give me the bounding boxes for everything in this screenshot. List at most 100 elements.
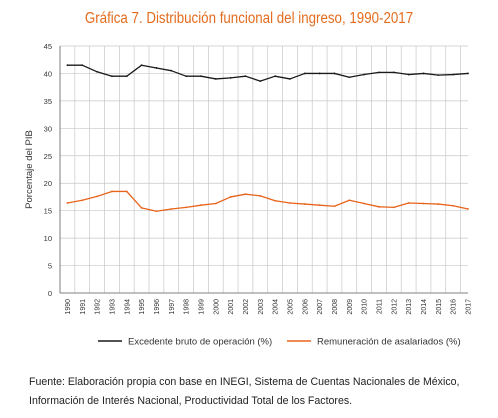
- data-point-1: [333, 72, 336, 75]
- data-point-1: [155, 67, 158, 69]
- data-point-1: [185, 75, 188, 78]
- data-point-2: [125, 190, 128, 193]
- x-tick-label: 2015: [436, 299, 443, 315]
- data-point-2: [185, 206, 188, 209]
- x-tick-label: 1998: [184, 299, 191, 315]
- data-point-2: [244, 193, 247, 196]
- x-tick-label: 1991: [80, 299, 87, 315]
- x-tick-label: 2003: [258, 299, 265, 315]
- data-point-2: [140, 207, 143, 209]
- x-tick-label: 1997: [169, 299, 176, 315]
- y-axis-label: Porcentaje del PIB: [24, 130, 35, 209]
- data-point-2: [348, 199, 351, 202]
- data-point-2: [170, 208, 173, 210]
- x-tick-label: 1993: [109, 299, 116, 315]
- x-tick-label: 1990: [65, 299, 72, 315]
- data-point-1: [289, 78, 291, 80]
- x-tick-label: 1992: [95, 299, 102, 315]
- data-point-2: [467, 208, 469, 210]
- data-point-2: [378, 205, 380, 208]
- data-point-1: [407, 73, 410, 76]
- data-point-2: [229, 196, 232, 198]
- y-tick-label: 15: [44, 207, 52, 216]
- legend-label-2: Remuneración de asalariados (%): [317, 337, 461, 348]
- x-tick-label: 2008: [332, 299, 339, 315]
- data-point-1: [274, 75, 277, 78]
- y-tick-label: 5: [48, 262, 52, 271]
- data-point-2: [437, 203, 440, 205]
- data-point-1: [66, 64, 69, 67]
- data-point-2: [81, 199, 84, 202]
- x-tick-label: 2005: [287, 299, 294, 315]
- source-note: Fuente: Elaboración propia con base en I…: [29, 373, 489, 411]
- y-tick-label: 25: [44, 152, 52, 161]
- data-point-1: [467, 72, 469, 75]
- data-point-1: [81, 64, 84, 67]
- data-point-2: [318, 204, 321, 207]
- y-tick-label: 30: [44, 124, 52, 133]
- x-tick-label: 2011: [376, 299, 383, 314]
- x-tick-label: 2012: [391, 299, 398, 315]
- source-line-1: Fuente: Elaboración propia con base en I…: [29, 376, 460, 388]
- data-point-2: [111, 190, 113, 193]
- data-point-1: [111, 75, 113, 78]
- data-point-1: [378, 71, 380, 74]
- x-tick-label: 2004: [273, 299, 280, 315]
- data-point-1: [348, 76, 351, 79]
- data-point-2: [363, 202, 366, 205]
- x-tick-label: 1995: [139, 299, 146, 315]
- x-tick-label: 2014: [421, 299, 428, 315]
- data-point-2: [200, 204, 202, 207]
- x-tick-label: 2010: [362, 299, 369, 315]
- data-point-1: [125, 75, 128, 78]
- data-point-2: [259, 194, 262, 197]
- legend-label-1: Excedente bruto de operación (%): [128, 337, 272, 348]
- data-point-1: [318, 72, 321, 75]
- data-point-2: [289, 202, 291, 204]
- data-point-2: [303, 203, 306, 205]
- data-point-1: [392, 71, 395, 74]
- data-point-1: [200, 75, 202, 78]
- data-point-1: [303, 72, 306, 75]
- chart-title: Gráfica 7. Distribución funcional del in…: [84, 10, 414, 27]
- series-line-2: [67, 190, 469, 212]
- data-point-1: [452, 73, 455, 76]
- x-tick-label: 2006: [302, 299, 309, 315]
- data-point-2: [333, 205, 336, 208]
- source-line-2: Información de Interés Nacional, Product…: [29, 395, 353, 407]
- x-tick-label: 2001: [228, 299, 235, 315]
- data-point-1: [214, 78, 217, 80]
- x-tick-label: 2013: [406, 299, 413, 315]
- data-point-1: [96, 70, 98, 73]
- x-tick-label: 1996: [154, 299, 161, 315]
- data-point-2: [452, 204, 455, 207]
- x-tick-label: 2000: [213, 299, 220, 315]
- x-tick-label: 2007: [317, 299, 324, 315]
- data-point-1: [363, 73, 366, 76]
- x-tick-label: 2017: [466, 299, 473, 315]
- y-tick-label: 40: [44, 69, 52, 78]
- data-point-1: [422, 72, 425, 75]
- data-point-2: [392, 206, 395, 209]
- x-tick-label: 2016: [451, 299, 458, 315]
- data-point-2: [407, 202, 410, 204]
- data-point-1: [259, 80, 262, 83]
- data-point-1: [229, 76, 232, 79]
- data-point-1: [170, 69, 173, 72]
- x-tick-label: 1999: [198, 299, 205, 315]
- data-point-2: [214, 202, 217, 205]
- data-point-2: [96, 195, 98, 198]
- y-tick-label: 20: [44, 179, 52, 188]
- data-point-2: [66, 202, 69, 204]
- data-point-2: [155, 210, 158, 213]
- data-point-2: [274, 199, 277, 202]
- line-chart: 0 5 10 15 20 25 30 35 40 45 1990 1991 1992 1993 1994 19…: [24, 42, 473, 348]
- data-point-1: [140, 64, 143, 67]
- y-tick-label: 10: [44, 234, 52, 243]
- x-tick-label: 2002: [243, 299, 250, 315]
- data-point-1: [437, 74, 440, 76]
- series-line-1: [67, 64, 469, 82]
- y-tick-label: 35: [44, 97, 52, 106]
- data-point-2: [422, 202, 425, 205]
- y-tick-label: 45: [44, 42, 52, 51]
